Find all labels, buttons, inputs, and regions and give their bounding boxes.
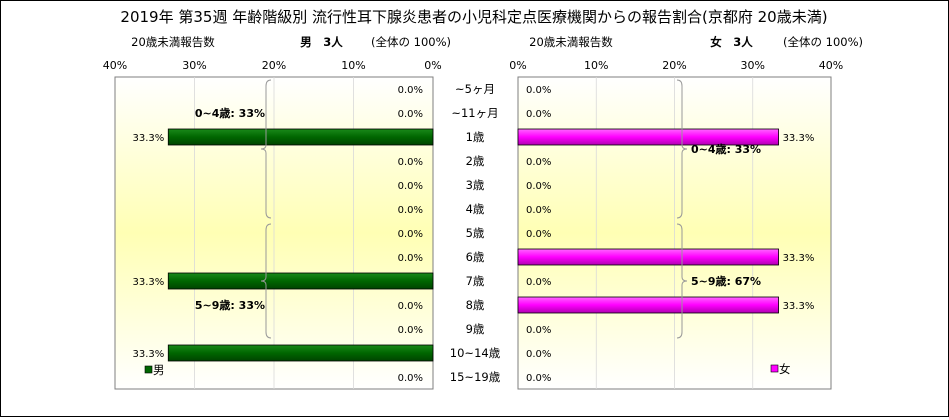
age-group-brace bbox=[676, 223, 688, 339]
female-value-label: 0.0% bbox=[526, 157, 551, 168]
male-value-label: 33.3% bbox=[132, 277, 164, 288]
male-bar bbox=[167, 344, 434, 362]
female-legend-swatch bbox=[770, 364, 779, 373]
left-tick-label: 10% bbox=[341, 59, 365, 72]
left-tick-label: 40% bbox=[103, 59, 127, 72]
male-value-label: 0.0% bbox=[398, 373, 423, 384]
age-category-label: ~11ヶ月 bbox=[451, 106, 498, 120]
left-header-total: (全体の 100%) bbox=[371, 35, 451, 49]
age-group-brace bbox=[260, 79, 272, 219]
right-header-total: (全体の 100%) bbox=[783, 35, 863, 49]
age-category-label: 15~19歳 bbox=[450, 370, 501, 384]
age-category-label: 6歳 bbox=[466, 250, 485, 264]
right-tick-label: 40% bbox=[819, 59, 843, 72]
right-header-label: 20歳未満報告数 bbox=[529, 35, 613, 49]
right-header: 20歳未満報告数 女 3人 (全体の 100%) bbox=[529, 35, 863, 49]
male-value-label: 0.0% bbox=[398, 157, 423, 168]
left-tick-label: 0% bbox=[424, 59, 441, 72]
female-value-label: 0.0% bbox=[526, 373, 551, 384]
right-tick-label: 30% bbox=[741, 59, 765, 72]
female-bars bbox=[517, 128, 779, 314]
male-age-group-annotation: 0~4歳: 33% bbox=[195, 106, 265, 120]
age-group-brace bbox=[676, 79, 688, 219]
age-group-brace bbox=[260, 223, 272, 339]
left-header-count: 3人 bbox=[323, 35, 343, 49]
male-value-label: 0.0% bbox=[398, 181, 423, 192]
female-value-label: 0.0% bbox=[526, 325, 551, 336]
right-tick-label: 20% bbox=[662, 59, 686, 72]
right-axis-ticks: 0% 10% 20% 30% 40% bbox=[509, 59, 843, 72]
female-legend-label: 女 bbox=[779, 362, 791, 376]
female-age-group-annotation: 0~4歳: 33% bbox=[691, 142, 761, 156]
female-value-label: 0.0% bbox=[526, 229, 551, 240]
male-value-label: 0.0% bbox=[398, 205, 423, 216]
age-category-label: 10~14歳 bbox=[450, 346, 501, 360]
female-value-label: 0.0% bbox=[526, 277, 551, 288]
female-age-group-annotation: 5~9歳: 67% bbox=[691, 274, 761, 288]
age-category-label: 8歳 bbox=[466, 298, 485, 312]
female-value-labels: 0.0% 0.0% 33.3% 0.0% 0.0% 0.0% 0.0% 33.3% 0.0% 33… bbox=[526, 85, 814, 384]
right-tick-label: 0% bbox=[509, 59, 526, 72]
female-bar bbox=[517, 296, 779, 314]
left-tick-label: 20% bbox=[262, 59, 286, 72]
male-value-label: 0.0% bbox=[398, 85, 423, 96]
age-category-label: 5歳 bbox=[466, 226, 485, 240]
male-bar bbox=[167, 128, 434, 146]
female-bar bbox=[517, 128, 779, 146]
male-bars bbox=[167, 128, 434, 362]
female-value-label: 33.3% bbox=[783, 301, 815, 312]
female-value-label: 0.0% bbox=[526, 181, 551, 192]
age-category-label: 3歳 bbox=[466, 178, 485, 192]
female-value-label: 0.0% bbox=[526, 109, 551, 120]
male-value-labels: 0.0% 0.0% 33.3% 0.0% 0.0% 0.0% 0.0% 0.0% 33.3% 0.… bbox=[132, 85, 423, 384]
female-value-label: 33.3% bbox=[783, 133, 815, 144]
male-age-group-annotation: 5~9歳: 33% bbox=[195, 298, 265, 312]
male-value-label: 0.0% bbox=[398, 253, 423, 264]
female-value-label: 0.0% bbox=[526, 85, 551, 96]
female-legend: 女 bbox=[770, 362, 791, 376]
age-category-label: 1歳 bbox=[466, 130, 485, 144]
male-value-label: 0.0% bbox=[398, 229, 423, 240]
male-value-label: 0.0% bbox=[398, 301, 423, 312]
right-header-count: 3人 bbox=[733, 35, 753, 49]
male-value-label: 33.3% bbox=[132, 133, 164, 144]
female-value-label: 33.3% bbox=[783, 253, 815, 264]
female-value-label: 0.0% bbox=[526, 349, 551, 360]
male-legend-label: 男 bbox=[153, 363, 165, 377]
male-legend: 男 bbox=[144, 363, 165, 377]
left-axis-ticks: 40% 30% 20% 10% 0% bbox=[103, 59, 442, 72]
male-value-label: 0.0% bbox=[398, 325, 423, 336]
age-category-label: ~5ヶ月 bbox=[455, 82, 495, 96]
left-tick-label: 30% bbox=[182, 59, 206, 72]
age-category-labels: ~5ヶ月 ~11ヶ月 1歳 2歳 3歳 4歳 5歳 6歳 7歳 8歳 9歳 10~14歳 15~19歳 bbox=[450, 82, 501, 384]
left-header: 20歳未満報告数 男 3人 (全体の 100%) bbox=[131, 35, 451, 49]
female-value-label: 0.0% bbox=[526, 205, 551, 216]
age-category-label: 9歳 bbox=[466, 322, 485, 336]
age-category-label: 2歳 bbox=[466, 154, 485, 168]
female-bar bbox=[517, 248, 779, 266]
chart-title: 2019年 第35週 年齢階級別 流行性耳下腺炎患者の小児科定点医療機関からの報… bbox=[120, 8, 827, 26]
male-value-label: 33.3% bbox=[132, 349, 164, 360]
male-value-label: 0.0% bbox=[398, 109, 423, 120]
male-bar bbox=[167, 272, 434, 290]
male-legend-swatch bbox=[144, 365, 153, 374]
age-group-annotations: 0~4歳: 33% 5~9歳: 33% 0~4歳: 33% 5~9歳: 67% bbox=[195, 79, 761, 339]
age-category-label: 4歳 bbox=[466, 202, 485, 216]
right-tick-label: 10% bbox=[584, 59, 608, 72]
left-header-label: 20歳未満報告数 bbox=[131, 35, 215, 49]
right-header-sex: 女 bbox=[710, 35, 722, 49]
age-category-label: 7歳 bbox=[466, 274, 485, 288]
left-header-sex: 男 bbox=[300, 35, 312, 49]
